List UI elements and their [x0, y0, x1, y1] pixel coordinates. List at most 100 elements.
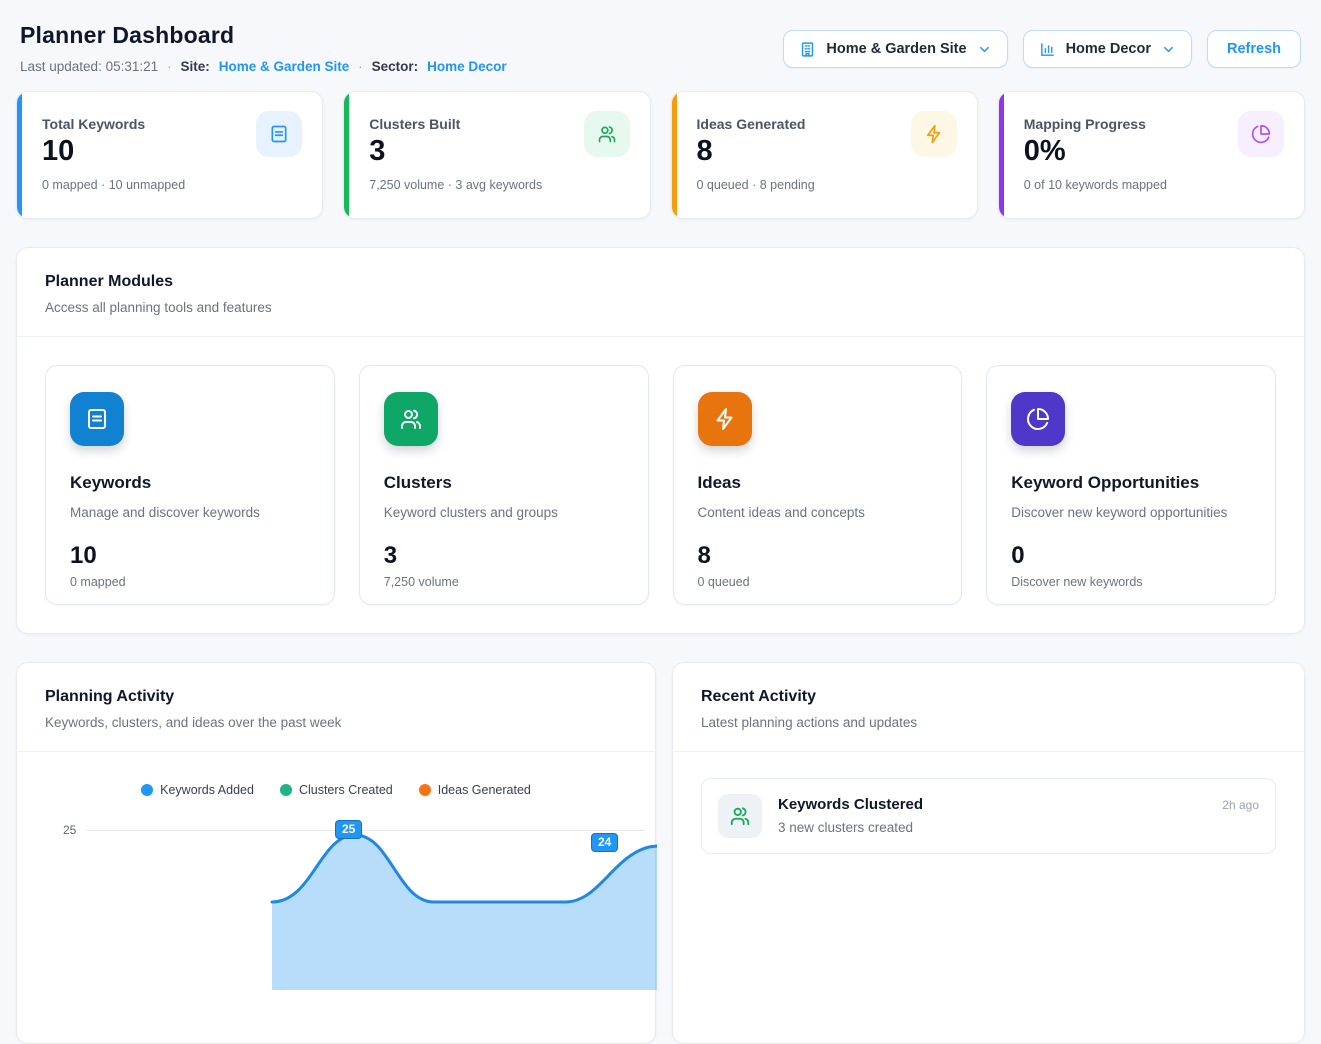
planner-modules-header: Planner Modules Access all planning tool…: [17, 248, 1304, 337]
module-card-keyword-opportunities[interactable]: Keyword Opportunities Discover new keywo…: [986, 365, 1276, 605]
pie-chart-icon: [1238, 111, 1284, 157]
activity-chart: Keywords Added Clusters Created Ideas Ge…: [17, 783, 655, 1043]
building-icon: [799, 41, 816, 58]
legend-dot-icon: [280, 784, 292, 796]
chart-legend: Keywords Added Clusters Created Ideas Ge…: [17, 783, 655, 797]
sector-label: Sector:: [372, 59, 419, 74]
legend-dot-icon: [419, 784, 431, 796]
stat-card-clusters-built: Clusters Built 3 7,250 volume · 3 avg ke…: [343, 91, 650, 219]
stat-title: Total Keywords: [42, 116, 185, 132]
module-stat-label: 0 queued: [698, 575, 938, 589]
section-subtitle: Keywords, clusters, and ideas over the p…: [45, 715, 627, 730]
recent-activity-header: Recent Activity Latest planning actions …: [673, 663, 1304, 752]
activity-list: Keywords Clustered 2h ago 3 new clusters…: [673, 752, 1304, 880]
legend-item-clusters-created: Clusters Created: [280, 783, 393, 797]
users-icon: [584, 111, 630, 157]
stat-card-total-keywords: Total Keywords 10 0 mapped · 10 unmapped: [16, 91, 323, 219]
planning-activity-header: Planning Activity Keywords, clusters, an…: [17, 663, 655, 752]
module-description: Keyword clusters and groups: [384, 505, 624, 520]
legend-dot-icon: [141, 784, 153, 796]
activity-title: Keywords Clustered: [778, 796, 923, 813]
module-card-keywords[interactable]: Keywords Manage and discover keywords 10…: [45, 365, 335, 605]
keywords-added-series: [17, 820, 657, 990]
section-title: Planning Activity: [45, 688, 627, 706]
planner-modules-panel: Planner Modules Access all planning tool…: [16, 247, 1305, 634]
module-stat-value: 3: [384, 542, 624, 570]
accent-bar: [344, 92, 349, 218]
pie-chart-icon: [1011, 392, 1065, 446]
dot-separator: ·: [167, 59, 171, 74]
section-title: Planner Modules: [45, 273, 1276, 291]
stats-row: Total Keywords 10 0 mapped · 10 unmapped…: [16, 91, 1305, 219]
header-left: Planner Dashboard Last updated: 05:31:21…: [20, 22, 507, 74]
stat-value: 0%: [1024, 135, 1167, 168]
planner-dashboard-page: Planner Dashboard Last updated: 05:31:21…: [0, 0, 1321, 1044]
data-point-label: 24: [591, 833, 618, 852]
stat-subtitle: 0 of 10 keywords mapped: [1024, 178, 1167, 192]
section-title: Recent Activity: [701, 688, 1276, 706]
zap-icon: [698, 392, 752, 446]
header-meta: Last updated: 05:31:21 · Site: Home & Ga…: [20, 59, 507, 74]
stat-value: 3: [369, 135, 542, 168]
page-header: Planner Dashboard Last updated: 05:31:21…: [16, 0, 1305, 74]
module-description: Content ideas and concepts: [698, 505, 938, 520]
activity-description: 3 new clusters created: [778, 820, 1259, 835]
chevron-down-icon: [1161, 42, 1176, 57]
stat-title: Clusters Built: [369, 116, 542, 132]
bottom-row: Planning Activity Keywords, clusters, an…: [16, 662, 1305, 1044]
accent-bar: [672, 92, 677, 218]
legend-item-ideas-generated: Ideas Generated: [419, 783, 531, 797]
document-icon: [256, 111, 302, 157]
module-description: Discover new keyword opportunities: [1011, 505, 1251, 520]
sector-selector-label: Home Decor: [1066, 41, 1151, 57]
legend-label: Keywords Added: [160, 783, 254, 797]
legend-label: Ideas Generated: [438, 783, 531, 797]
module-card-ideas[interactable]: Ideas Content ideas and concepts 8 0 que…: [673, 365, 963, 605]
data-point-label: 25: [335, 820, 362, 839]
accent-bar: [999, 92, 1004, 218]
dot-separator: ·: [358, 59, 362, 74]
refresh-button[interactable]: Refresh: [1207, 30, 1301, 68]
stat-value: 10: [42, 135, 185, 168]
users-icon: [718, 794, 762, 838]
chart-plot-area: 25 25 24: [17, 820, 655, 990]
header-actions: Home & Garden Site Home Decor Refresh: [783, 30, 1301, 68]
legend-label: Clusters Created: [299, 783, 393, 797]
site-selector-label: Home & Garden Site: [826, 41, 966, 57]
sector-link[interactable]: Home Decor: [427, 59, 507, 74]
legend-item-keywords-added: Keywords Added: [141, 783, 254, 797]
module-title: Keyword Opportunities: [1011, 473, 1251, 493]
bar-chart-icon: [1039, 41, 1056, 58]
site-label: Site:: [180, 59, 209, 74]
section-subtitle: Access all planning tools and features: [45, 300, 1276, 315]
document-icon: [70, 392, 124, 446]
module-card-clusters[interactable]: Clusters Keyword clusters and groups 3 7…: [359, 365, 649, 605]
activity-timestamp: 2h ago: [1222, 798, 1259, 812]
activity-item-keywords-clustered: Keywords Clustered 2h ago 3 new clusters…: [701, 778, 1276, 854]
sector-selector-dropdown[interactable]: Home Decor: [1023, 30, 1192, 68]
chevron-down-icon: [977, 42, 992, 57]
module-title: Keywords: [70, 473, 310, 493]
section-subtitle: Latest planning actions and updates: [701, 715, 1276, 730]
stat-card-mapping-progress: Mapping Progress 0% 0 of 10 keywords map…: [998, 91, 1305, 219]
last-updated-text: Last updated: 05:31:21: [20, 59, 158, 74]
site-link[interactable]: Home & Garden Site: [219, 59, 350, 74]
stat-value: 8: [697, 135, 815, 168]
module-stat-value: 10: [70, 542, 310, 570]
accent-bar: [17, 92, 22, 218]
module-stat-label: Discover new keywords: [1011, 575, 1251, 589]
site-selector-dropdown[interactable]: Home & Garden Site: [783, 30, 1007, 68]
module-stat-label: 7,250 volume: [384, 575, 624, 589]
users-icon: [384, 392, 438, 446]
stat-subtitle: 0 mapped · 10 unmapped: [42, 178, 185, 192]
module-title: Clusters: [384, 473, 624, 493]
planning-activity-panel: Planning Activity Keywords, clusters, an…: [16, 662, 656, 1044]
module-description: Manage and discover keywords: [70, 505, 310, 520]
stat-card-ideas-generated: Ideas Generated 8 0 queued · 8 pending: [671, 91, 978, 219]
page-title: Planner Dashboard: [20, 22, 507, 49]
module-stat-value: 8: [698, 542, 938, 570]
module-title: Ideas: [698, 473, 938, 493]
stat-title: Ideas Generated: [697, 116, 815, 132]
zap-icon: [911, 111, 957, 157]
recent-activity-panel: Recent Activity Latest planning actions …: [672, 662, 1305, 1044]
